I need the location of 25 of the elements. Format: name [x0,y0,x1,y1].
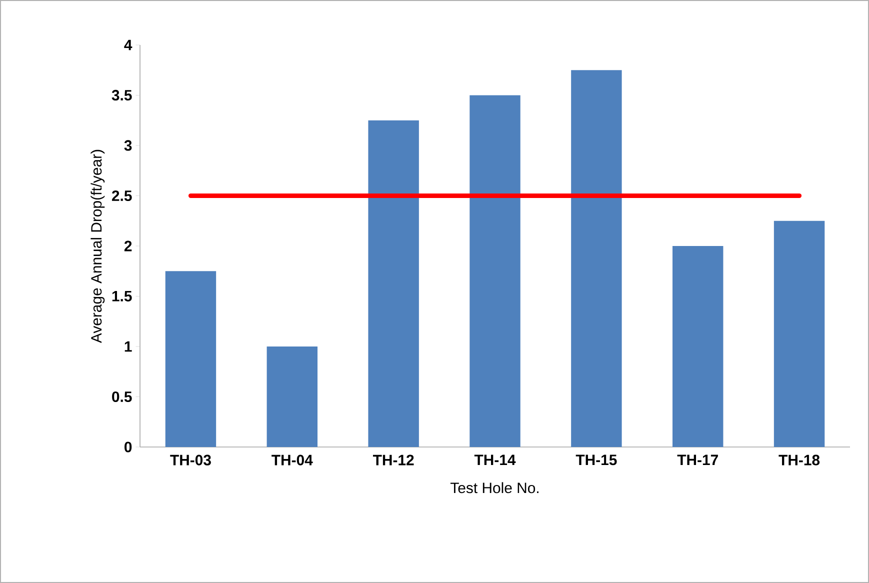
x-tick-label: TH-14 [474,454,516,466]
x-tick-label: TH-17 [677,454,718,466]
x-tick-label: TH-15 [576,454,617,466]
x-tick-label: TH-03 [170,454,211,466]
y-tick-label: 4 [124,40,132,50]
bar [470,95,520,447]
y-tick-label: 1 [124,341,132,352]
x-tick-label: TH-12 [372,454,414,466]
bar [266,346,318,447]
y-tick-label: 3.5 [112,90,132,101]
bar [165,271,216,447]
y-axis-title: Average Annual Drop(ft/year) [90,150,105,344]
bar [571,70,622,447]
y-tick-label: 2 [124,240,132,252]
y-tick-label: 3 [124,140,132,151]
y-tick-label: 0.5 [112,391,132,402]
x-tick-label: TH-18 [778,454,820,466]
bar [368,120,419,447]
y-tick-label: 1.5 [112,291,132,302]
x-axis-title: Test Hole No. [450,482,538,494]
x-tick-label: TH-04 [272,454,313,466]
y-tick-label: 2.5 [112,190,132,202]
y-tick-label: 0 [124,442,132,452]
bar [774,220,825,447]
bar [672,246,724,447]
